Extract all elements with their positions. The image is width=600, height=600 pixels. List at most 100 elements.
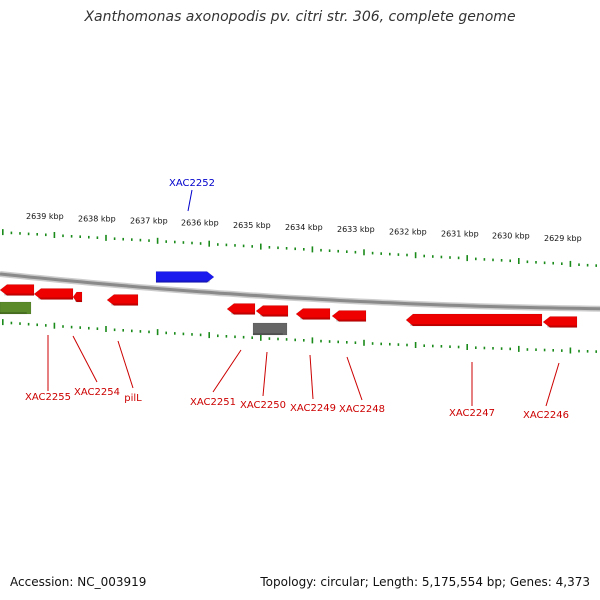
forward-minor-tick [389,252,391,256]
forward-major-tick [2,229,4,236]
reverse-major-tick [363,339,365,346]
reverse-minor-tick [543,348,546,352]
label-leader-group [47,189,560,407]
forward-minor-tick [535,261,537,264]
axis-tick-label: 2636 kbp [181,219,219,228]
pseudogene-feature[interactable] [252,322,288,336]
gene-label-xac2250[interactable]: XAC2250 [240,400,286,411]
axis-tick-label: 2631 kbp [441,230,479,239]
gene-arrow-xac2248[interactable] [331,310,367,322]
reverse-minor-tick [346,341,348,344]
forward-minor-tick [432,255,434,258]
gene-arrow-xac2255[interactable] [33,288,74,300]
reverse-minor-tick [371,342,374,345]
reverse-minor-tick [131,329,133,333]
forward-minor-tick [113,237,116,240]
leader-line-xac2249 [309,354,314,400]
forward-minor-tick [526,260,529,264]
gene-arrow-xac2246[interactable] [542,316,578,328]
reverse-minor-tick [389,342,391,346]
forward-minor-tick [449,256,451,259]
forward-minor-tick [303,248,305,251]
leader-line-xac2248 [346,356,363,401]
reverse-minor-tick [535,348,537,351]
gene-label-xac2251[interactable]: XAC2251 [190,397,236,408]
gene-arrow-pill[interactable] [106,294,139,306]
forward-minor-tick [131,238,133,241]
forward-minor-tick [586,263,589,267]
forward-minor-tick [62,234,64,238]
gene-arrow-xac2251-shade [231,312,255,315]
forward-minor-tick [199,242,202,245]
gene-label-xac2252[interactable]: XAC2252 [169,178,215,189]
forward-major-tick [414,252,417,259]
forward-major-tick [363,249,365,256]
reverse-major-tick [2,319,4,326]
reverse-minor-tick [88,326,90,330]
reverse-major-tick [260,334,262,341]
gene-label-xac2248[interactable]: XAC2248 [339,404,385,415]
reverse-minor-tick [552,349,554,352]
reverse-tick-track [2,319,597,354]
forward-minor-tick [225,243,228,247]
forward-tick-track [2,229,597,267]
rna-feature[interactable] [0,301,32,315]
forward-minor-tick [19,232,21,235]
reverse-minor-tick [500,347,503,350]
gene-arrow-xac2247[interactable] [405,313,543,327]
forward-minor-tick [397,253,400,256]
forward-minor-tick [10,231,13,235]
reverse-minor-tick [457,345,460,349]
gene-label-xac2249[interactable]: XAC2249 [290,403,336,414]
reverse-minor-tick [423,344,425,347]
gene-arrow-xac2254[interactable] [72,291,83,303]
reverse-minor-tick [483,346,486,350]
gene-label-xac2247[interactable]: XAC2247 [449,408,495,419]
gene-arrow-xac2255-shade [38,297,73,300]
gene-arrow-xac2250[interactable] [255,305,289,317]
gene-label-pill[interactable]: pilL [124,393,142,404]
reverse-minor-tick [19,322,21,325]
topology-text: Topology: circular; Length: 5,175,554 bp… [260,575,590,589]
gene-label-xac2255[interactable]: XAC2255 [25,392,71,403]
gene-arrow-xac2250-shade [260,314,288,317]
reverse-minor-tick [70,325,73,329]
gene-arrow-xac2252[interactable] [155,271,215,283]
forward-minor-tick [242,244,245,248]
forward-minor-tick [122,237,124,241]
genome-title: Xanthomonas axonopodis pv. citri str. 30… [84,9,516,25]
reverse-minor-tick [27,322,30,326]
forward-minor-tick [277,246,279,250]
reverse-minor-tick [294,338,296,342]
leader-line-xac2246 [545,362,560,407]
reverse-major-tick [311,337,314,344]
reverse-major-tick [414,342,417,348]
forward-minor-tick [27,232,30,236]
forward-minor-tick [165,240,167,243]
reverse-minor-tick [242,335,245,339]
gene-arrow-xac2249[interactable] [295,308,331,320]
axis-tick-label: 2639 kbp [26,212,64,221]
forward-minor-tick [45,233,47,237]
gene-label-xac2254[interactable]: XAC2254 [74,387,120,398]
reverse-minor-tick [509,347,511,351]
reverse-minor-tick [595,350,597,353]
reverse-minor-tick [337,340,339,344]
axis-tick-label: 2629 kbp [544,234,582,243]
forward-minor-tick [191,241,193,245]
leader-line-xac2254 [72,335,98,383]
gene-label-xac2246[interactable]: XAC2246 [523,410,569,421]
gene-arrow-xac2252-shade [156,280,210,283]
gene-arrow-xac2256[interactable] [0,284,35,296]
forward-major-tick [53,232,56,238]
gene-arrow-xac2251[interactable] [226,303,256,315]
forward-minor-tick [88,235,90,239]
forward-minor-tick [285,247,288,250]
reverse-major-tick [569,347,572,354]
forward-major-tick [466,255,468,262]
forward-major-tick [105,234,107,241]
forward-minor-tick [457,256,460,260]
reverse-minor-tick [113,328,116,332]
reverse-minor-tick [62,325,64,328]
